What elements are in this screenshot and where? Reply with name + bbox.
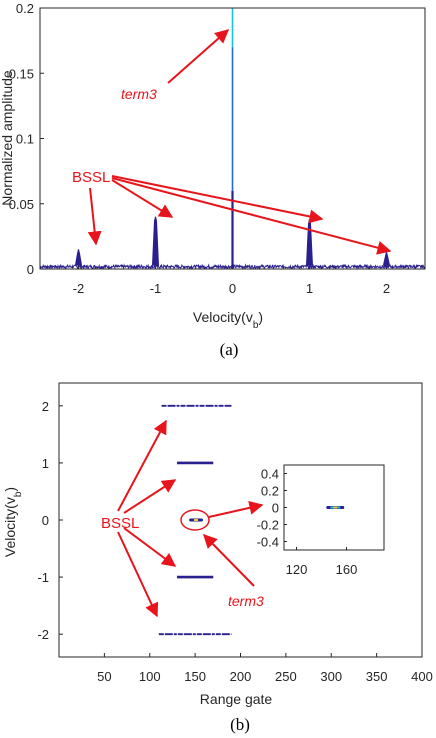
panel-b-term3-arrow	[203, 534, 255, 587]
inset-y-tick-label: 0.4	[261, 467, 279, 482]
a-x-tick-label: -2	[73, 281, 85, 296]
inset-axes-frame	[283, 464, 385, 551]
panel-a-bssl-arrow-to-minus1	[111, 179, 174, 218]
inset-x-tick-label: 120	[286, 562, 308, 577]
inset-y-tick-label: 0.2	[261, 484, 279, 499]
panel-a-term3-arrow	[167, 29, 230, 84]
panel-a-caption: (a)	[220, 340, 239, 359]
panel-b-term3-circle	[180, 509, 210, 531]
a-x-tick-label: -1	[150, 281, 162, 296]
panel-b-caption: (b)	[230, 715, 250, 734]
panel-a-x-axis-title: Velocity(vb)	[193, 309, 263, 331]
a-peak	[151, 216, 160, 266]
b-x-tick-label: 200	[230, 669, 252, 684]
panel-a-axes-frame	[39, 7, 426, 270]
panel-b-range-velocity-plot: 50 100 150 200 250 300 350 400 -2 -1 0 1 2 Range gat…	[2, 382, 433, 734]
panel-b-inset-zoom: 120 160 0.4 0.2 0 -0.2 -0.4	[257, 464, 385, 577]
b-x-tick-label: 350	[366, 669, 388, 684]
a-y-tick-label: 0.05	[9, 197, 34, 212]
panel-a-bssl-arrow-to-minus2	[87, 187, 102, 246]
panel-b-bssl-arrow-to-minus2	[117, 531, 159, 618]
b-y-tick-label: 0	[42, 513, 49, 528]
b-y-tick-label: 1	[42, 456, 49, 471]
a-x-tick-label: 1	[306, 281, 313, 296]
panel-a-bssl-arrow-to-plus1	[111, 175, 324, 224]
b-y-tick-label: -1	[37, 570, 49, 585]
inset-y-tick-label: -0.2	[257, 518, 279, 533]
panel-a-bssl-label: BSSL	[72, 169, 110, 186]
panel-b-bssl-label: BSSL	[101, 515, 139, 532]
panel-b-term3-label: term3	[228, 593, 264, 609]
a-y-tick-label: 0.2	[16, 1, 34, 16]
panel-a-spectrum-plot: -2 -1 0 1 2 0 0.05 0.1 0.15 0.2 Velocity(vb) Norm…	[0, 1, 426, 359]
b-x-tick-label: 250	[275, 669, 297, 684]
b-x-tick-label: 400	[411, 669, 433, 684]
panel-b-circle-to-inset-arrow	[208, 500, 264, 518]
inset-x-tick-label: 160	[336, 562, 358, 577]
inset-y-tick-label: -0.4	[257, 535, 279, 550]
a-y-tick-label: 0	[27, 262, 34, 277]
panel-b-axes-frame	[58, 382, 423, 658]
a-x-tick-label: 0	[229, 281, 236, 296]
a-peak	[382, 251, 391, 266]
panel-a-term3-label: term3	[121, 86, 157, 102]
b-x-tick-label: 100	[139, 669, 161, 684]
panel-b-bssl-arrow-to-minus1	[123, 527, 177, 567]
b-y-tick-label: 2	[42, 399, 49, 414]
a-y-tick-label: 0.1	[16, 132, 34, 147]
panel-b-y-axis-title: Velocity(vb)	[2, 487, 24, 557]
panel-a-bssl-arrow-to-plus2	[111, 177, 392, 255]
a-peak	[74, 249, 83, 266]
b-x-tick-label: 300	[320, 669, 342, 684]
b-y-tick-label: -2	[37, 627, 49, 642]
panel-b-bssl-arrow-to-plus1	[123, 479, 177, 514]
panel-b-bssl-arrow-to-plus2	[117, 419, 167, 512]
inset-y-tick-label: 0	[272, 501, 279, 516]
b-x-tick-label: 150	[184, 669, 206, 684]
a-y-tick-label: 0.15	[9, 66, 34, 81]
a-peak	[305, 219, 314, 266]
panel-a-y-axis-title: Normalized amplitude	[0, 70, 15, 206]
b-x-tick-label: 50	[97, 669, 111, 684]
panel-b-x-axis-title: Range gate	[200, 691, 273, 707]
a-x-tick-label: 2	[383, 281, 390, 296]
